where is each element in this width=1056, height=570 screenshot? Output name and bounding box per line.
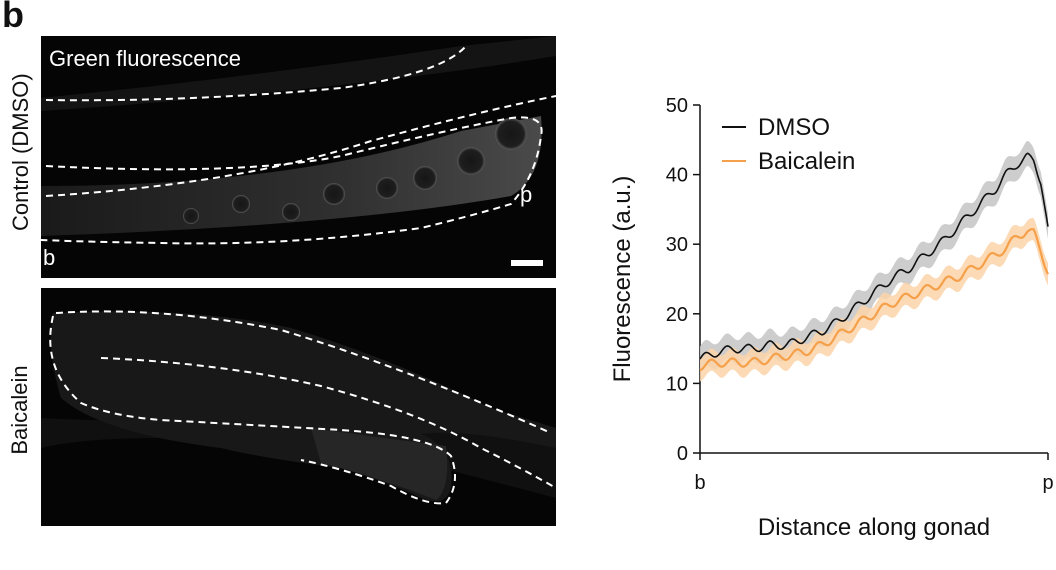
micrograph-control-graphic xyxy=(41,36,556,266)
x-axis-label: Distance along gonad xyxy=(758,514,990,541)
image-title: Green fluorescence xyxy=(49,46,241,71)
y-tick-label: 0 xyxy=(677,443,688,465)
y-tick-label: 50 xyxy=(666,95,688,117)
y-tick-label: 40 xyxy=(666,165,688,187)
legend-label-dmso: DMSO xyxy=(758,114,830,141)
image-label-p: p xyxy=(520,182,533,207)
series-line-dmso xyxy=(699,152,1049,360)
y-tick-label: 10 xyxy=(666,373,688,395)
series-line-baicalein xyxy=(699,227,1049,372)
x-tick-label: p xyxy=(1042,472,1053,494)
panel-letter: b xyxy=(2,0,24,35)
series-band-baicalein xyxy=(700,217,1048,382)
micrograph-baicalein-graphic xyxy=(41,310,556,505)
row-label-baicalein: Baicalein xyxy=(7,365,32,455)
legend-label-baicalein: Baicalein xyxy=(758,148,855,175)
micrograph-control: Green fluorescence b p xyxy=(41,36,556,278)
y-tick-label: 30 xyxy=(666,234,688,256)
x-tick-label: b xyxy=(694,472,705,494)
y-axis-label: Fluorescence (a.u.) xyxy=(609,176,636,383)
micrograph-baicalein xyxy=(41,288,556,526)
y-tick-label: 20 xyxy=(666,304,688,326)
fluorescence-chart: 0 10 20 30 40 50 b p Distance along gonad Fluores… xyxy=(609,95,1054,541)
scale-bar xyxy=(511,260,543,266)
row-label-control: Control (DMSO) xyxy=(8,73,33,231)
image-label-b: b xyxy=(43,245,56,270)
